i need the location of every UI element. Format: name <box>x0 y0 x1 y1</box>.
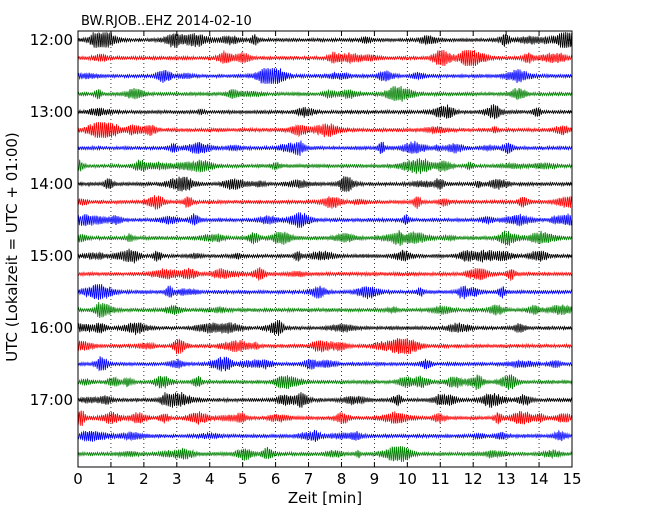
y-tick-label: 15:00 <box>30 247 73 265</box>
trace-line <box>77 104 573 120</box>
x-tick-label: 12 <box>464 470 483 488</box>
traces <box>77 31 573 463</box>
trace-line <box>77 230 573 246</box>
trace-line <box>77 374 573 391</box>
x-tick-label: 3 <box>172 470 182 488</box>
y-tick-label: 12:00 <box>30 31 73 49</box>
ticks: 0 1 2 3 4 5 6 7 8 9 10 11 12 13 14 1512:0013:0014:0015:… <box>30 31 582 488</box>
x-tick-label: 15 <box>562 470 581 488</box>
y-tick-label: 17:00 <box>30 391 73 409</box>
trace-line <box>77 195 573 210</box>
trace-line <box>77 121 573 139</box>
trace-line <box>77 176 573 193</box>
x-tick-label: 11 <box>431 470 450 488</box>
grid <box>110 31 540 467</box>
y-tick-label: 14:00 <box>30 175 73 193</box>
y-tick-label: 13:00 <box>30 103 73 121</box>
trace-line <box>77 429 573 443</box>
trace-line <box>77 319 573 337</box>
y-tick-label: 16:00 <box>30 319 73 337</box>
trace-line <box>77 391 573 408</box>
trace-line <box>77 337 573 355</box>
plot-frame <box>77 30 573 468</box>
trace-line <box>77 248 573 264</box>
x-tick-label: 10 <box>398 470 417 488</box>
trace-line <box>77 85 573 102</box>
x-tick-label: 1 <box>106 470 116 488</box>
y-axis-label: UTC (Lokalzeit = UTC + 01:00) <box>3 132 21 362</box>
chart-title: BW.RJOB..EHZ 2014-02-10 <box>81 14 252 29</box>
trace-line <box>77 284 573 301</box>
trace-line <box>77 49 573 67</box>
x-tick-label: 9 <box>370 470 380 488</box>
x-tick-label: 6 <box>271 470 281 488</box>
trace-line <box>77 410 573 426</box>
x-tick-label: 0 <box>73 470 83 488</box>
trace-line <box>77 212 573 228</box>
x-tick-label: 2 <box>139 470 149 488</box>
x-tick-label: 4 <box>205 470 215 488</box>
x-tick-label: 14 <box>530 470 549 488</box>
trace-line <box>77 301 573 318</box>
trace-line <box>77 356 573 372</box>
trace-line <box>77 31 573 49</box>
x-tick-label: 5 <box>238 470 248 488</box>
trace-line <box>77 445 573 463</box>
trace-line <box>77 267 573 281</box>
x-tick-label: 7 <box>304 470 314 488</box>
trace-line <box>77 158 573 175</box>
x-tick-label: 8 <box>337 470 347 488</box>
trace-line <box>77 67 573 85</box>
x-tick-label: 13 <box>497 470 516 488</box>
trace-line <box>77 140 573 156</box>
x-axis-label: Zeit [min] <box>288 489 362 507</box>
